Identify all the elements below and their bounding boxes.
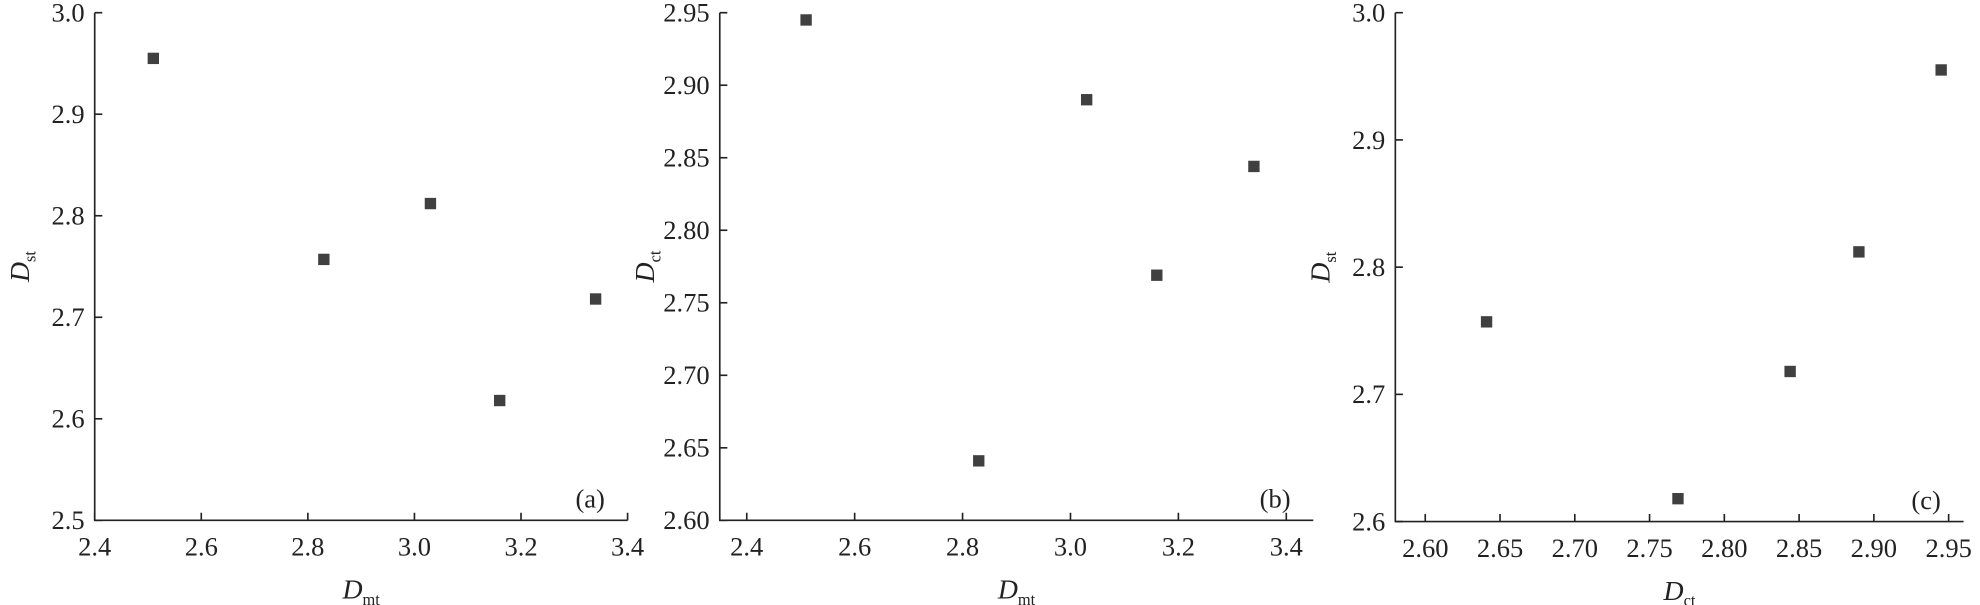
point xyxy=(1480,316,1493,328)
y-tick-label: 2.6 xyxy=(51,404,84,434)
xlabel: Dmt xyxy=(997,575,1036,605)
x-tick-label: 2.4 xyxy=(730,532,763,562)
panel-label: (b) xyxy=(1260,484,1291,514)
x-tick-label: 2.8 xyxy=(291,532,324,562)
axes xyxy=(1394,12,1964,523)
x-tick-label: 2.65 xyxy=(1477,533,1523,563)
xlabel-subscript: mt xyxy=(1018,590,1036,605)
x-tick-label: 2.70 xyxy=(1552,533,1598,563)
point xyxy=(1935,64,1947,76)
y-tick-label: 2.5 xyxy=(51,505,84,535)
x-tick-label: 2.75 xyxy=(1626,533,1672,563)
x-tick-label: 3.2 xyxy=(1162,532,1195,562)
xlabel-subscript: mt xyxy=(363,590,381,605)
xlabel-subscript: ct xyxy=(1684,591,1696,605)
point xyxy=(318,253,330,266)
y-tick-label: 3.0 xyxy=(51,0,84,28)
ylabel-symbol: D xyxy=(630,262,661,283)
x-tick-label: 2.6 xyxy=(838,532,871,562)
y-tick-label: 2.65 xyxy=(663,433,709,463)
x-tick-label: 2.85 xyxy=(1776,533,1822,563)
xlabel-symbol: D xyxy=(1663,576,1684,605)
ylabel-symbol: D xyxy=(1306,263,1337,284)
x-tick-label: 2.4 xyxy=(78,532,111,562)
ylabel-subscript: ct xyxy=(645,250,664,262)
point xyxy=(800,14,812,26)
xlabel-symbol: D xyxy=(997,575,1018,605)
point xyxy=(494,394,506,407)
y-tick-label: 3.0 xyxy=(1352,0,1385,28)
x-tick-label: 3.4 xyxy=(1270,532,1303,562)
point xyxy=(1080,94,1093,106)
ylabel-subscript: st xyxy=(1321,251,1340,262)
point xyxy=(1672,493,1684,505)
x-tick-label: 3.0 xyxy=(1054,532,1087,562)
ylabel: Dst xyxy=(1306,251,1340,283)
y-tick-label: 2.85 xyxy=(663,143,709,173)
point xyxy=(1853,246,1865,258)
x-tick-label: 2.8 xyxy=(946,532,979,562)
x-tick-label: 2.95 xyxy=(1925,533,1971,563)
y-tick-label: 2.90 xyxy=(663,70,709,100)
x-tick-label: 2.90 xyxy=(1851,533,1897,563)
panel-label: (a) xyxy=(575,484,604,514)
y-tick-label: 2.60 xyxy=(663,505,709,535)
point xyxy=(424,197,437,210)
point xyxy=(1248,160,1260,173)
point xyxy=(1784,365,1796,378)
x-tick-label: 2.80 xyxy=(1701,533,1747,563)
y-tick-label: 2.8 xyxy=(1352,252,1385,282)
ylabel-subscript: st xyxy=(20,251,39,262)
x-tick-label: 2.60 xyxy=(1402,533,1448,563)
xlabel: Dct xyxy=(1663,576,1696,605)
y-tick-label: 2.6 xyxy=(1352,506,1385,536)
y-tick-label: 2.70 xyxy=(663,360,709,390)
ylabel: Dct xyxy=(630,250,664,283)
y-tick-label: 2.9 xyxy=(1352,125,1385,155)
y-tick-label: 2.95 xyxy=(663,0,709,28)
y-tick-label: 2.8 xyxy=(51,201,84,231)
x-tick-label: 3.4 xyxy=(611,532,644,562)
y-tick-label: 2.80 xyxy=(663,215,709,245)
y-tick-label: 2.9 xyxy=(51,99,84,129)
point xyxy=(973,455,985,467)
xlabel: Dmt xyxy=(341,575,380,605)
panel: 2.4 2.6 2.8 3.0 3.2 3.4 2.60 2.65 2.70 2.75 2.80 2.… xyxy=(630,0,1314,605)
point xyxy=(1151,269,1163,281)
panel: 2.60 2.65 2.70 2.75 2.80 2.85 2.90 2.95 2.6 2.7 2.… xyxy=(1306,0,1972,605)
panel: 2.4 2.6 2.8 3.0 3.2 3.42.52.62.72.82.93.0DmtD… xyxy=(5,0,644,605)
xlabel-symbol: D xyxy=(341,575,362,605)
ylabel: Dst xyxy=(5,251,39,283)
panel-label: (c) xyxy=(1911,485,1940,515)
point xyxy=(589,293,602,305)
x-tick-label: 3.0 xyxy=(398,532,431,562)
y-tick-label: 2.75 xyxy=(663,288,709,318)
ylabel-symbol: D xyxy=(5,262,36,283)
y-tick-label: 2.7 xyxy=(51,302,84,332)
x-tick-label: 2.6 xyxy=(185,532,218,562)
y-tick-label: 2.7 xyxy=(1352,379,1385,409)
axes xyxy=(93,12,628,522)
axes xyxy=(718,12,1314,522)
point xyxy=(147,52,160,65)
x-tick-label: 3.2 xyxy=(504,532,537,562)
